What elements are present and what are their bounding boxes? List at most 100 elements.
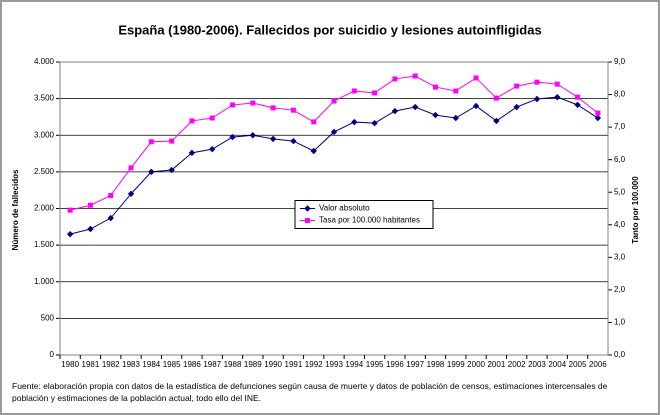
y2-tick-label: 8,0 <box>614 90 626 99</box>
y-tick-label: 1.000 <box>34 277 55 286</box>
x-tick-label: 1997 <box>406 360 424 369</box>
y2-tick-label: 0,0 <box>614 350 626 359</box>
data-point <box>127 190 135 198</box>
data-point <box>392 76 398 82</box>
data-point <box>371 119 378 127</box>
x-tick-label: 2001 <box>487 360 505 369</box>
x-tick-label: 1998 <box>427 360 445 369</box>
data-point <box>128 165 134 171</box>
y-axis-label: Número de fallecidos <box>11 169 20 250</box>
y2-axis-label: Tanto por 100.000 <box>631 176 640 244</box>
data-point <box>290 137 297 145</box>
data-point <box>351 88 357 94</box>
data-point <box>229 133 236 141</box>
x-tick-label: 2003 <box>528 360 546 369</box>
data-point <box>452 114 459 122</box>
data-point <box>533 95 541 103</box>
data-point <box>311 119 317 125</box>
y2-tick-label: 2,0 <box>614 285 626 294</box>
y-tick-label: 2.000 <box>34 204 55 213</box>
x-tick-label: 2006 <box>589 360 607 369</box>
x-tick-label: 1988 <box>224 360 242 369</box>
y-tick-label: 2.500 <box>34 167 55 176</box>
x-tick-label: 1995 <box>366 360 384 369</box>
data-point <box>107 214 114 222</box>
data-point <box>493 95 499 101</box>
data-point <box>270 105 276 111</box>
data-point <box>189 118 195 124</box>
data-point <box>594 114 602 122</box>
y2-tick-label: 4,0 <box>614 220 626 229</box>
x-tick-label: 1987 <box>203 360 221 369</box>
data-point <box>575 94 581 100</box>
data-point <box>554 93 561 101</box>
x-tick-label: 1983 <box>122 360 140 369</box>
data-point <box>209 145 216 153</box>
x-tick-label: 1991 <box>285 360 303 369</box>
x-tick-label: 2002 <box>508 360 526 369</box>
data-point <box>513 103 520 111</box>
data-point <box>574 101 581 109</box>
y-tick-label: 500 <box>41 313 55 322</box>
data-point <box>432 84 438 90</box>
y-tick-label: 1.500 <box>34 240 55 249</box>
data-point <box>412 73 418 79</box>
x-tick-label: 1993 <box>325 360 343 369</box>
legend-marker <box>305 218 310 223</box>
data-point <box>148 139 154 145</box>
data-point <box>188 149 196 157</box>
y-tick-label: 3.500 <box>34 94 55 103</box>
data-point <box>108 192 114 198</box>
x-tick-label: 1981 <box>82 360 100 369</box>
legend: Valor absoluto Tasa por 100.000 habitante… <box>294 200 434 229</box>
data-point <box>554 81 560 87</box>
x-tick-label: 1990 <box>264 360 282 369</box>
y-tick-label: 4.000 <box>34 57 55 66</box>
data-point <box>411 103 419 111</box>
x-tick-label: 1996 <box>386 360 404 369</box>
data-point <box>472 102 480 110</box>
data-point <box>249 132 257 139</box>
data-point <box>67 207 73 213</box>
data-point <box>493 117 500 125</box>
y2-tick-label: 3,0 <box>614 252 626 261</box>
data-point <box>310 147 317 155</box>
x-tick-label: 1980 <box>61 360 79 369</box>
data-point <box>432 111 439 119</box>
y-tick-label: 3.000 <box>34 130 55 139</box>
x-tick-label: 2004 <box>548 360 566 369</box>
chart-title: España (1980-2006). Fallecidos por suici… <box>118 22 541 37</box>
plot-area <box>59 61 609 356</box>
y2-tick-label: 7,0 <box>614 122 626 131</box>
data-point <box>514 83 520 89</box>
data-point <box>290 107 296 113</box>
legend-box <box>294 200 434 229</box>
x-tick-label: 1992 <box>305 360 323 369</box>
data-point <box>168 166 175 174</box>
x-tick-label: 1982 <box>102 360 120 369</box>
x-tick-label: 1999 <box>447 360 465 369</box>
legend-label: Tasa por 100.000 habitantes <box>319 216 420 225</box>
data-point <box>66 230 74 238</box>
legend-marker <box>304 205 311 212</box>
x-tick-label: 1986 <box>183 360 201 369</box>
data-point <box>148 168 155 176</box>
y2-tick-label: 1,0 <box>614 318 626 327</box>
x-tick-label: 1994 <box>345 360 363 369</box>
data-point <box>87 202 93 208</box>
x-tick-label: 1984 <box>142 360 160 369</box>
y-tick-label: 0 <box>50 350 55 359</box>
data-point <box>230 102 236 108</box>
data-point <box>169 138 175 144</box>
data-point <box>391 107 399 115</box>
y2-tick-label: 9,0 <box>614 57 626 66</box>
y2-tick-label: 5,0 <box>614 187 626 196</box>
legend-label: Valor absoluto <box>319 204 370 213</box>
data-point <box>534 79 540 85</box>
data-point <box>372 90 378 96</box>
data-point <box>87 225 94 233</box>
x-tick-label: 1985 <box>163 360 181 369</box>
chart: España (1980-2006). Fallecidos por suici… <box>11 22 640 369</box>
data-point <box>209 115 215 121</box>
